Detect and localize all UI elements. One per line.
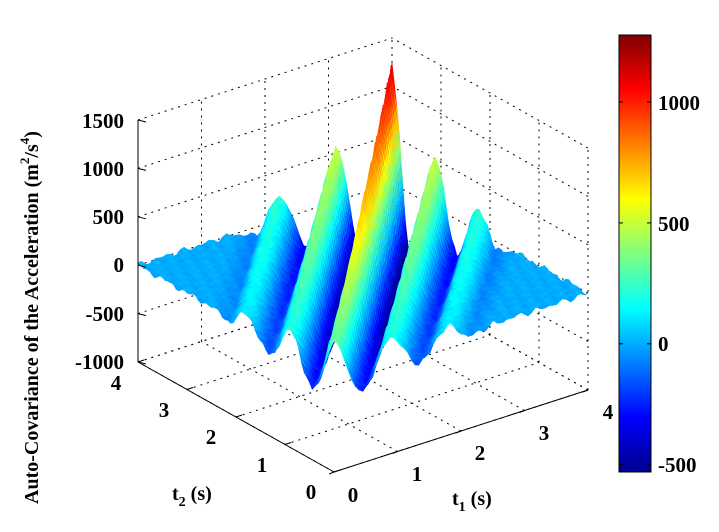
grid-line bbox=[137, 37, 393, 121]
grid-line bbox=[391, 37, 589, 149]
grid-line bbox=[391, 279, 589, 391]
grid-line bbox=[137, 85, 393, 169]
grid-line bbox=[137, 134, 393, 218]
grid-line bbox=[391, 85, 589, 197]
surface bbox=[137, 62, 589, 392]
grid-line bbox=[201, 341, 398, 452]
grid-line bbox=[391, 134, 589, 246]
